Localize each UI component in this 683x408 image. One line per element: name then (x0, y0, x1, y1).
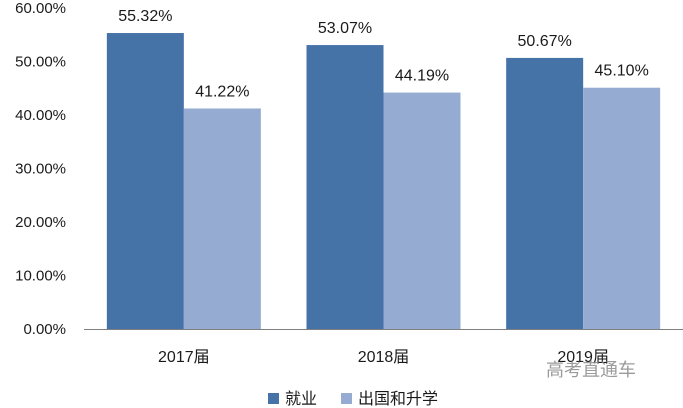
x-category-label: 2019届 (557, 349, 609, 366)
y-tick-label: 60.00% (15, 0, 66, 17)
y-tick-label: 20.00% (15, 214, 66, 231)
data-labels-group: 55.32% 41.22% 53.07% 44.19% 50.67% 45.10% (118, 8, 649, 100)
data-label: 53.07% (318, 20, 372, 37)
y-tick-label: 40.00% (15, 107, 66, 124)
legend-label: 就业 (285, 390, 317, 408)
bars-group (106, 33, 661, 330)
bar-employment-1 (306, 45, 384, 329)
x-category-label: 2017届 (158, 349, 210, 366)
legend: 就业 出国和升学 (268, 390, 438, 408)
y-tick-label: 30.00% (15, 161, 66, 178)
legend-swatch (341, 393, 352, 404)
bar-abroad-study-0 (183, 108, 261, 330)
bar-abroad-study-2 (583, 87, 661, 329)
bar-employment-0 (106, 33, 184, 330)
bar-abroad-study-1 (383, 92, 461, 330)
data-label: 41.22% (195, 83, 249, 100)
data-label: 55.32% (118, 8, 172, 25)
legend-swatch (268, 393, 279, 404)
data-label: 44.19% (395, 68, 449, 85)
y-tick-label: 10.00% (15, 268, 66, 285)
data-label: 45.10% (595, 63, 649, 80)
y-axis-ticks: 0.00% 10.00% 20.00% 30.00% 40.00% 50.00% 60.00… (15, 0, 66, 338)
y-tick-label: 50.00% (15, 54, 66, 71)
data-label: 50.67% (518, 33, 572, 50)
legend-label: 出国和升学 (358, 390, 438, 408)
bar-employment-2 (506, 57, 584, 330)
category-labels-group: 2017届 2018届 2019届 (158, 349, 609, 366)
watermark: 高考直通车 (546, 360, 636, 380)
y-tick-label: 0.00% (23, 321, 66, 338)
x-category-label: 2018届 (358, 349, 410, 366)
